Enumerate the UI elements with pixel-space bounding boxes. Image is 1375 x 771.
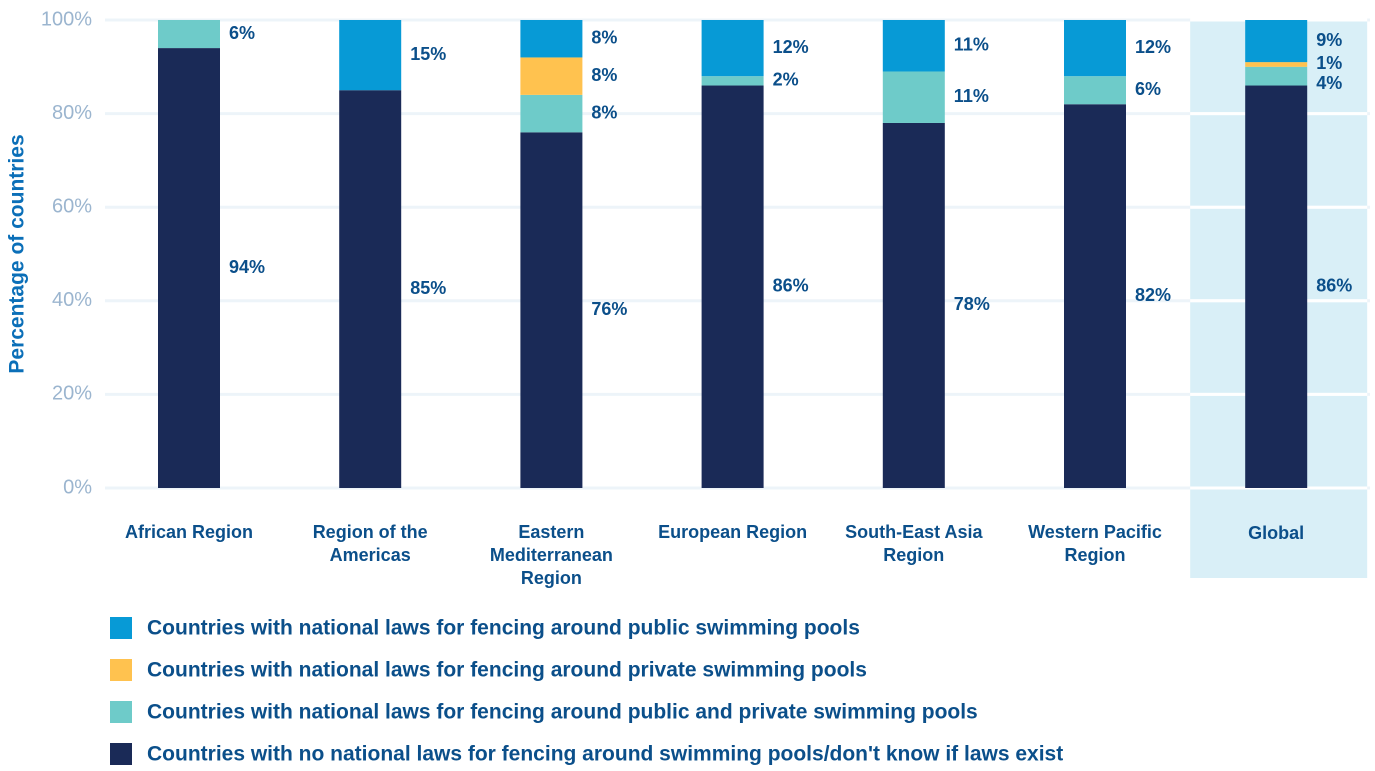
- y-tick-label: 80%: [52, 102, 92, 124]
- bar-segment: [520, 132, 583, 488]
- data-label: 8%: [591, 65, 617, 85]
- x-tick-label: Eastern Mediterranean Region: [489, 522, 613, 588]
- data-label: 78%: [954, 294, 990, 314]
- legend-swatch: [110, 617, 132, 639]
- x-tick-label: African Region: [124, 522, 253, 542]
- legend-label: Countries with national laws for fencing…: [147, 701, 978, 724]
- y-tick-label: 40%: [52, 289, 92, 311]
- data-label: 1%: [1316, 53, 1342, 73]
- legend-label: Countries with national laws for fencing…: [147, 659, 867, 682]
- data-label: 8%: [591, 102, 617, 122]
- bar-segment: [520, 57, 583, 95]
- data-label: 6%: [229, 23, 255, 43]
- y-tick-label: 20%: [52, 383, 92, 405]
- bar-segment: [158, 48, 220, 488]
- data-label: 12%: [1135, 37, 1171, 57]
- bar-segment: [882, 20, 945, 72]
- legend-swatch: [110, 743, 132, 765]
- x-tick-label: Region of the Americas: [312, 522, 428, 565]
- legend-label: Countries with no national laws for fenc…: [147, 743, 1063, 766]
- x-tick-label: South-East Asia Region: [845, 522, 983, 565]
- data-label: 2%: [773, 70, 799, 90]
- data-label: 86%: [1316, 276, 1352, 296]
- bar-segment: [1064, 76, 1126, 105]
- legend-swatch: [110, 701, 132, 723]
- data-label: 94%: [229, 257, 265, 277]
- bar-segment: [520, 94, 583, 133]
- bar-segment: [1064, 104, 1126, 489]
- data-label: 15%: [410, 44, 446, 64]
- x-tick-label: Global: [1248, 523, 1305, 543]
- bar-segment: [158, 20, 220, 49]
- bar-segment: [520, 20, 583, 58]
- y-tick-label: 60%: [52, 195, 92, 217]
- bar-segment: [339, 90, 402, 488]
- data-label: 8%: [591, 27, 617, 47]
- bar-segment: [882, 71, 945, 123]
- bar-segment: [1245, 62, 1308, 67]
- data-label: 86%: [773, 276, 809, 296]
- bar-segment: [882, 122, 945, 489]
- x-tick-label: European Region: [658, 522, 808, 542]
- bar-segment: [701, 20, 764, 77]
- data-label: 82%: [1135, 285, 1171, 305]
- bar-segment: [1245, 85, 1308, 489]
- data-label: 12%: [773, 37, 809, 57]
- y-tick-label: 100%: [41, 8, 92, 30]
- data-label: 76%: [591, 299, 627, 319]
- bar-segment: [1064, 20, 1126, 77]
- bar-segment: [701, 76, 764, 86]
- x-tick-label: Western Pacific Region: [1028, 522, 1162, 565]
- bar-segment: [339, 20, 402, 91]
- y-tick-label: 0%: [63, 476, 92, 498]
- bar-segment: [1245, 20, 1308, 63]
- bar-segment: [701, 85, 764, 489]
- data-label: 11%: [954, 34, 989, 54]
- data-label: 4%: [1316, 73, 1342, 93]
- data-label: 6%: [1135, 79, 1161, 99]
- data-label: 11%: [954, 86, 989, 106]
- data-label: 9%: [1316, 30, 1342, 50]
- y-axis-label: Percentage of countries: [6, 134, 29, 373]
- legend-swatch: [110, 659, 132, 681]
- legend-label: Countries with national laws for fencing…: [147, 617, 860, 640]
- data-label: 85%: [410, 278, 446, 298]
- bar-segment: [1245, 66, 1308, 86]
